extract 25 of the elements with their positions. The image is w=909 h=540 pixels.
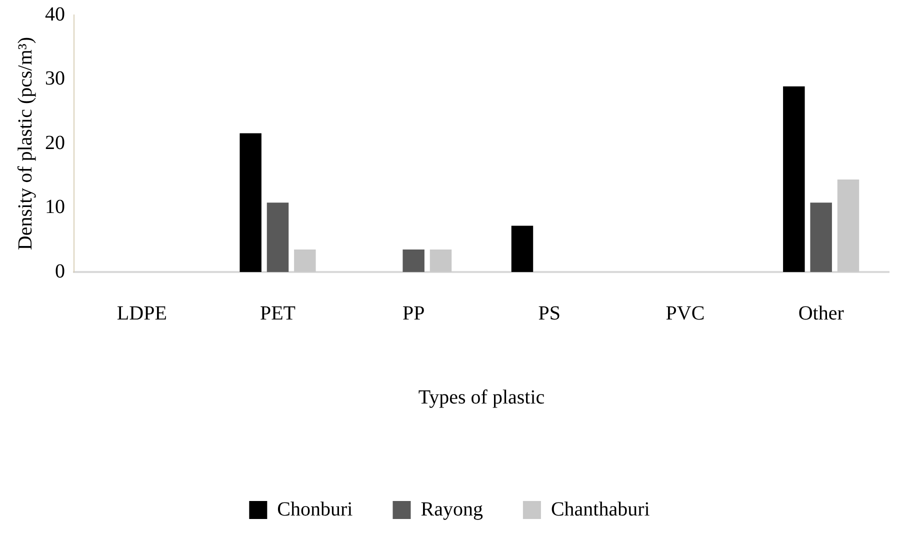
x-tick-label: PET — [260, 302, 296, 324]
y-tick-label: 30 — [45, 68, 65, 90]
legend-label: Chonburi — [277, 498, 354, 520]
bar — [810, 202, 832, 272]
bar — [783, 86, 805, 272]
bar — [837, 179, 860, 272]
bar — [511, 226, 534, 272]
y-tick-label: 0 — [55, 260, 65, 282]
bar — [294, 250, 316, 272]
y-axis-title: Density of plastic (pcs/m³) — [14, 36, 36, 250]
legend-label: Chanthaburi — [550, 498, 650, 520]
x-tick-label: PP — [402, 302, 425, 324]
x-tick-label: PVC — [666, 302, 705, 324]
bar — [266, 202, 289, 272]
y-tick-label: 40 — [45, 3, 65, 26]
legend-label: Rayong — [420, 498, 483, 520]
bar — [240, 133, 262, 272]
x-axis-title: Types of plastic — [418, 386, 545, 408]
x-tick-label: LDPE — [116, 302, 167, 324]
y-tick-label: 20 — [45, 132, 65, 154]
x-tick-label: PS — [538, 302, 561, 324]
x-tick-label: Other — [798, 302, 844, 324]
bar — [430, 250, 452, 272]
bar — [402, 250, 424, 272]
y-tick-label: 10 — [45, 196, 65, 218]
